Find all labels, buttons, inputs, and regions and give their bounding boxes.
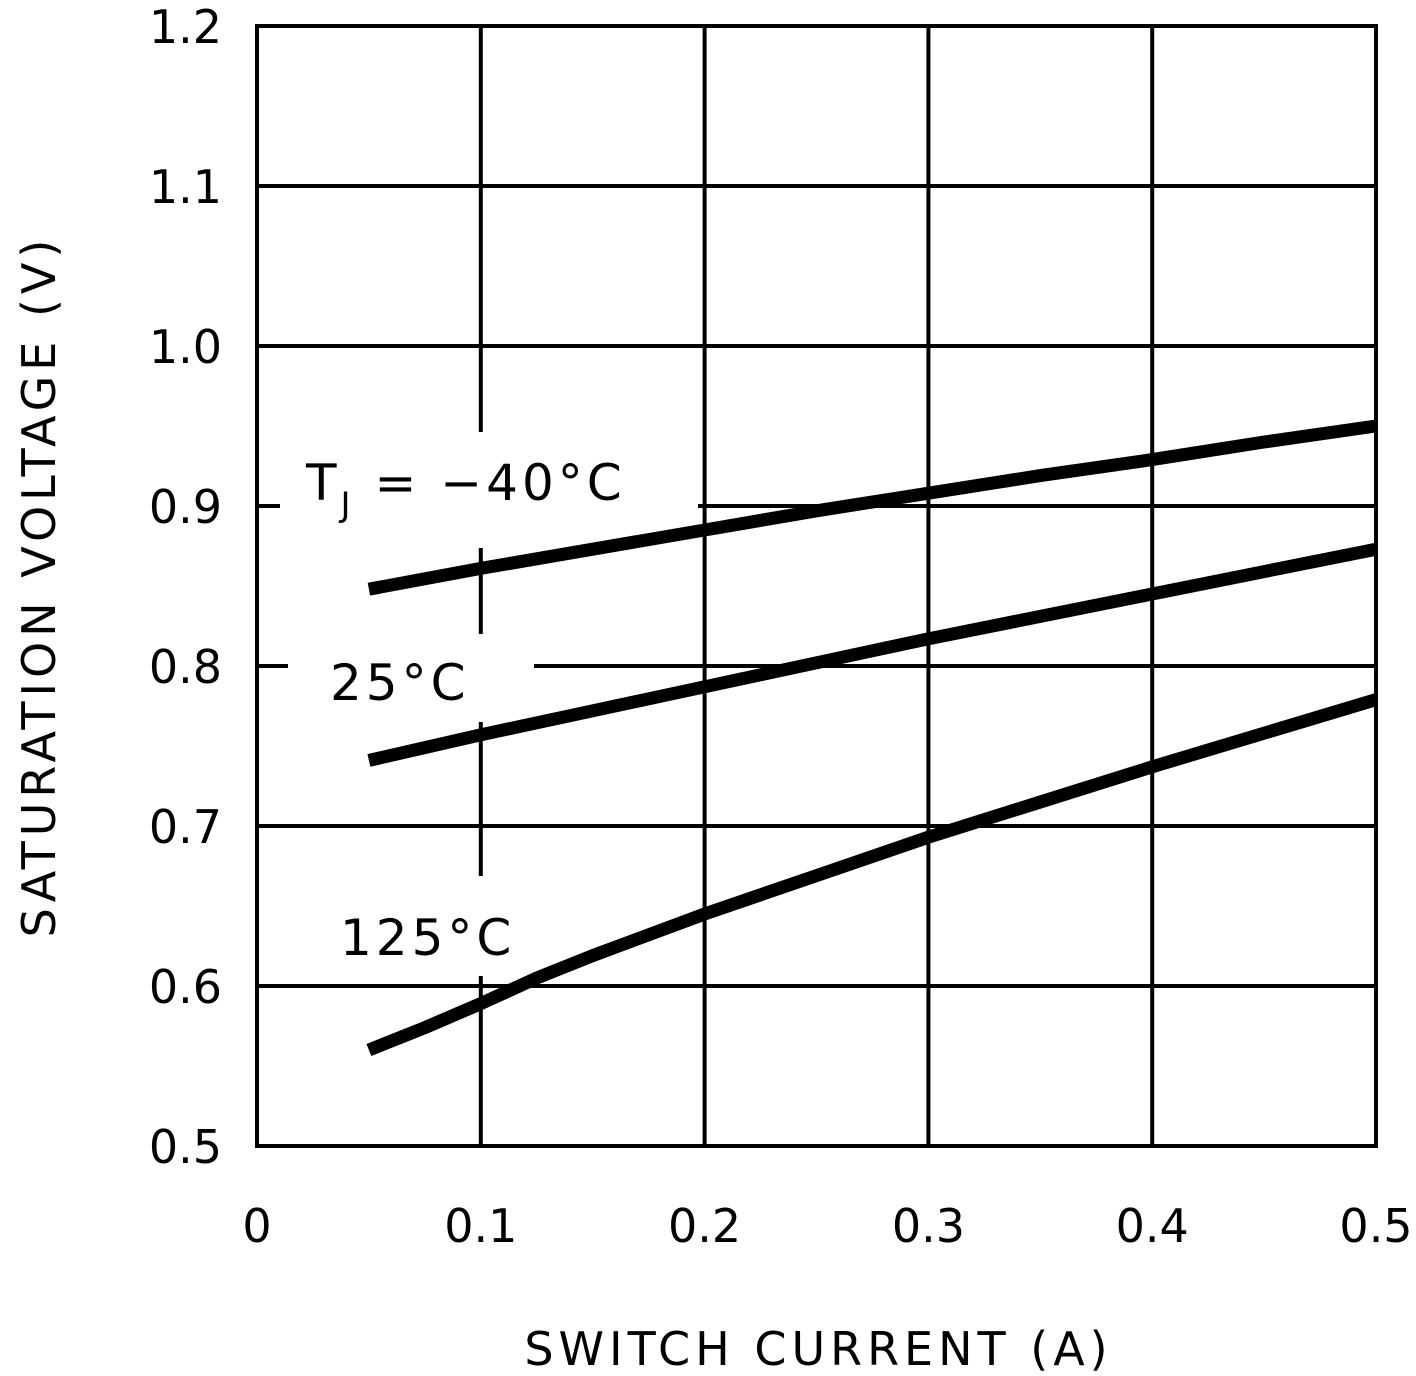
- curve-25c: [367, 542, 1378, 767]
- series-label-rest: = −40°C: [355, 454, 626, 512]
- curve-minus40c: [367, 419, 1377, 596]
- x-tick-label: 0.4: [1116, 1199, 1189, 1253]
- x-tick-label: 0: [242, 1199, 271, 1253]
- y-tick-label: 0.9: [149, 480, 222, 534]
- x-tick-label: 0.5: [1339, 1199, 1412, 1253]
- series-label-minus40c: TJ = −40°C: [305, 454, 626, 525]
- series-label-25c: 25°C: [330, 654, 470, 712]
- y-tick-label: 1.0: [149, 320, 222, 374]
- plot-frame: [255, 24, 1378, 1148]
- series-label-125c: 125°C: [340, 909, 515, 967]
- x-tick-label: 0.3: [892, 1199, 965, 1253]
- series-curves: [366, 419, 1378, 1057]
- y-axis-label: SATURATION VOLTAGE (V): [12, 235, 66, 938]
- y-tick-labels: 0.5 0.6 0.7 0.8 0.9 1.0 1.1 1.2: [149, 0, 222, 1174]
- curve-125c: [366, 693, 1378, 1057]
- label-background-1: [288, 634, 534, 722]
- y-tick-label: 1.2: [149, 0, 222, 54]
- series-label-subscript-j: J: [339, 485, 355, 525]
- label-backgrounds: [280, 432, 698, 976]
- x-tick-label: 0.2: [668, 1199, 741, 1253]
- y-tick-label: 0.6: [149, 960, 222, 1014]
- y-tick-label: 0.5: [149, 1120, 222, 1174]
- x-axis-label: SWITCH CURRENT (A): [524, 1322, 1112, 1376]
- label-background-0: [280, 432, 698, 548]
- label-background-2: [328, 876, 534, 976]
- x-tick-labels: 0 0.1 0.2 0.3 0.4 0.5: [242, 1199, 1412, 1253]
- y-tick-label: 0.7: [149, 800, 222, 854]
- y-tick-label: 1.1: [149, 160, 222, 214]
- x-tick-label: 0.1: [444, 1199, 517, 1253]
- y-tick-label: 0.8: [149, 640, 222, 694]
- series-label-t: T: [305, 454, 341, 512]
